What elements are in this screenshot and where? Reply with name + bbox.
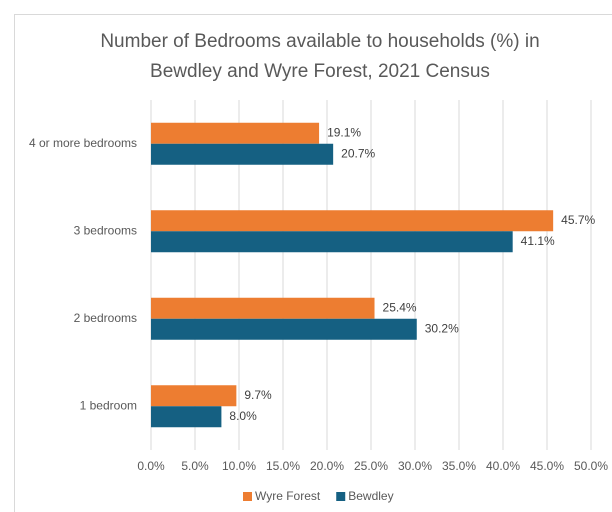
x-tick-label: 35.0% (442, 459, 476, 473)
x-tick-label: 50.0% (574, 459, 608, 473)
data-label: 45.7% (561, 213, 595, 227)
y-tick-label: 3 bedrooms (74, 223, 137, 237)
data-label: 20.7% (341, 146, 375, 160)
data-label: 9.7% (244, 388, 272, 402)
x-tick-label: 15.0% (266, 459, 300, 473)
bar (151, 143, 334, 165)
y-tick-label: 1 bedroom (80, 398, 137, 412)
chart-title: Number of Bedrooms available to househol… (100, 31, 539, 52)
bar (151, 122, 320, 144)
legend-swatch (336, 492, 346, 501)
y-tick-label: 4 or more bedrooms (29, 136, 137, 150)
data-label: 8.0% (229, 409, 257, 423)
x-tick-label: 5.0% (181, 459, 209, 473)
legend-label: Wyre Forest (255, 489, 321, 503)
data-label: 41.1% (521, 234, 555, 248)
bar (151, 297, 375, 319)
chart-frame (14, 14, 612, 512)
bar (151, 318, 417, 340)
x-tick-label: 30.0% (398, 459, 432, 473)
x-tick-label: 20.0% (310, 459, 344, 473)
x-tick-label: 0.0% (137, 459, 165, 473)
legend-label: Bewdley (348, 489, 393, 503)
x-tick-label: 45.0% (530, 459, 564, 473)
data-label: 25.4% (383, 300, 417, 314)
x-tick-label: 10.0% (222, 459, 256, 473)
data-label: 19.1% (327, 125, 361, 139)
data-label: 30.2% (425, 321, 459, 335)
x-tick-label: 40.0% (486, 459, 520, 473)
x-tick-label: 25.0% (354, 459, 388, 473)
legend-swatch (243, 492, 252, 501)
y-tick-label: 2 bedrooms (74, 311, 137, 325)
bar (151, 210, 554, 232)
bar (151, 385, 237, 407)
bar (151, 406, 222, 428)
chart-title: Bewdley and Wyre Forest, 2021 Census (150, 61, 490, 82)
bar (151, 231, 513, 253)
